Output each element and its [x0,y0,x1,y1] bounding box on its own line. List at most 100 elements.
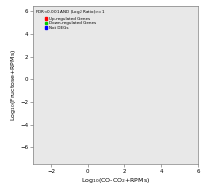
Point [132,42,135,45]
Point [141,45,144,48]
Point [122,78,125,81]
Point [146,41,149,44]
Point [114,60,117,63]
Point [82,81,85,84]
Point [171,52,174,55]
Point [172,39,176,42]
Point [172,23,175,26]
Point [132,71,135,74]
Point [147,79,150,82]
Point [86,40,89,43]
Point [174,37,177,40]
Point [172,24,175,27]
Point [162,31,165,34]
Point [124,58,127,61]
Point [106,81,109,84]
Point [151,37,154,40]
Point [89,78,92,81]
Point [91,78,94,81]
Point [114,60,118,63]
Point [91,77,94,80]
Point [170,29,173,32]
Point [178,8,182,11]
Point [106,78,109,81]
Point [95,58,99,61]
Point [56,96,59,99]
Point [106,34,110,37]
Point [194,29,197,32]
Point [98,73,101,76]
Point [182,14,186,17]
Point [142,45,146,48]
Point [183,8,186,11]
Point [174,28,177,31]
Point [135,152,138,155]
Point [177,20,180,23]
Point [118,54,122,57]
Point [106,64,109,67]
Point [71,90,74,93]
Point [160,34,163,37]
Point [157,35,160,38]
Point [113,84,116,87]
Point [100,156,103,159]
Point [134,24,137,27]
Point [101,69,104,72]
Point [96,86,99,89]
Point [119,49,122,52]
Point [141,40,144,43]
Point [119,84,122,87]
Point [174,8,177,11]
Point [127,55,130,58]
Point [174,22,177,25]
Point [126,52,130,55]
Point [82,83,85,86]
Point [138,47,141,50]
Point [150,39,153,42]
Point [136,75,139,78]
Point [131,51,135,54]
Point [135,43,139,46]
Point [112,81,115,84]
Point [106,58,109,61]
Point [155,14,158,17]
Point [172,8,176,11]
Point [149,41,152,44]
Point [94,84,98,87]
Point [123,59,126,62]
Point [98,159,101,162]
Point [147,41,150,44]
Point [148,36,151,39]
Point [187,8,190,11]
Point [70,77,73,80]
Point [176,22,179,25]
Point [96,69,99,72]
Point [154,42,157,45]
Point [142,58,145,61]
Point [154,38,157,41]
Point [95,155,98,158]
Point [138,46,141,49]
Point [75,64,78,67]
Point [129,63,133,66]
Point [122,62,125,65]
Point [146,39,149,42]
Point [177,22,180,25]
Point [112,66,115,69]
Point [151,36,155,39]
Point [111,43,114,46]
Point [104,56,107,59]
Point [120,58,123,61]
Point [173,26,176,29]
Point [140,47,143,50]
Point [171,22,174,25]
Point [135,47,139,50]
Point [144,41,147,44]
Point [110,61,113,64]
Point [146,80,150,83]
Point [127,56,131,59]
Point [167,27,171,30]
Point [108,67,111,70]
Point [177,23,181,26]
Point [133,48,136,51]
